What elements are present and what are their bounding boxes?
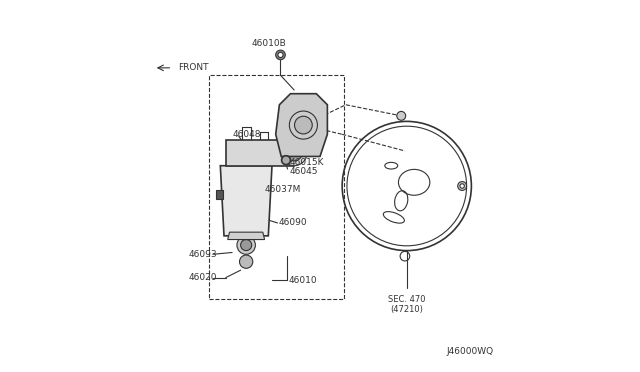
Circle shape [278, 52, 283, 58]
Circle shape [239, 255, 253, 268]
Text: 46045: 46045 [290, 167, 318, 176]
Text: 46010: 46010 [289, 276, 317, 285]
Text: 46048: 46048 [232, 130, 260, 139]
Text: FRONT: FRONT [178, 63, 209, 72]
Polygon shape [216, 190, 223, 199]
Circle shape [237, 236, 255, 254]
Text: 46090: 46090 [278, 218, 307, 227]
Polygon shape [226, 140, 294, 166]
Text: 46037M: 46037M [264, 185, 301, 194]
Text: SEC. 470
(47210): SEC. 470 (47210) [388, 295, 426, 314]
Circle shape [460, 184, 465, 188]
Circle shape [458, 182, 467, 190]
Text: 46010B: 46010B [252, 39, 287, 48]
Circle shape [276, 50, 285, 60]
Circle shape [286, 145, 302, 161]
Text: 46015K: 46015K [290, 157, 324, 167]
Circle shape [294, 116, 312, 134]
Circle shape [241, 240, 252, 251]
Polygon shape [220, 166, 272, 236]
Circle shape [281, 140, 307, 166]
Text: 46093: 46093 [189, 250, 218, 259]
Text: J46000WQ: J46000WQ [447, 347, 493, 356]
Circle shape [397, 112, 406, 120]
Polygon shape [228, 232, 264, 240]
Circle shape [282, 156, 291, 164]
Text: 46020: 46020 [189, 273, 218, 282]
Bar [209, 75, 344, 299]
Polygon shape [276, 94, 328, 157]
